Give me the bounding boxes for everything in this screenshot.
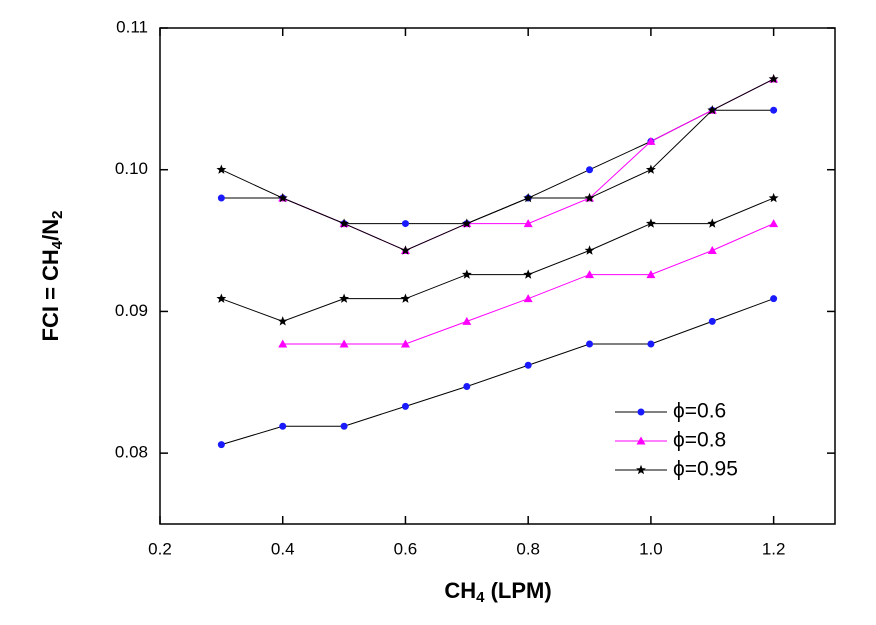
- point: [216, 293, 227, 303]
- y-label-sub: 2: [49, 211, 66, 219]
- point: [278, 339, 288, 348]
- point: [400, 245, 411, 255]
- y-axis-label: FCI = CH4/N2: [38, 211, 66, 342]
- point: [277, 192, 288, 203]
- legend-marker: [636, 436, 646, 445]
- point: [524, 361, 532, 369]
- point: [523, 269, 534, 279]
- x-label-part: (LPM): [484, 578, 551, 603]
- point: [461, 218, 472, 228]
- x-tick-label: 0.4: [271, 539, 295, 558]
- point: [400, 293, 411, 303]
- point: [584, 245, 595, 255]
- point: [708, 317, 716, 325]
- point: [768, 192, 779, 203]
- point: [339, 293, 350, 303]
- point: [768, 73, 779, 84]
- point: [769, 219, 779, 228]
- point: [707, 245, 717, 254]
- x-axis-label: CH4 (LPM): [444, 578, 551, 606]
- legend-label: ϕ=0.8: [673, 429, 726, 452]
- point: [463, 383, 471, 391]
- legend-label: ϕ=0.6: [673, 400, 726, 423]
- point: [645, 164, 656, 174]
- x-label-sub: 4: [476, 589, 485, 606]
- x-tick-label: 0.2: [148, 539, 172, 558]
- x-label-part: CH: [444, 578, 476, 603]
- y-tick-label: 0.11: [116, 17, 148, 36]
- point: [770, 106, 778, 114]
- legend-marker: [636, 464, 646, 475]
- point: [647, 340, 655, 348]
- plot-frame: [159, 27, 836, 525]
- point: [340, 422, 348, 430]
- point: [646, 136, 656, 145]
- point: [646, 270, 656, 279]
- point: [586, 340, 594, 348]
- point: [217, 194, 225, 202]
- point: [400, 339, 410, 348]
- x-tick-label: 0.8: [516, 539, 540, 558]
- point: [401, 220, 409, 228]
- legend-marker: [637, 408, 645, 416]
- series-line: [221, 78, 774, 252]
- legend-label: ϕ=0.95: [673, 458, 738, 481]
- series-line: [221, 197, 774, 322]
- y-tick-label: 0.09: [115, 301, 148, 320]
- y-label-part: FCI = CH: [38, 249, 63, 341]
- y-label-part: /N: [38, 219, 63, 241]
- point: [523, 294, 533, 303]
- point: [462, 316, 472, 325]
- y-tick-label: 0.10: [115, 159, 148, 178]
- point: [584, 192, 595, 203]
- point: [523, 192, 534, 203]
- point: [586, 166, 594, 174]
- point: [707, 104, 718, 115]
- point: [770, 295, 778, 303]
- point: [645, 218, 656, 228]
- y-tick-label: 0.08: [115, 443, 148, 462]
- x-tick-label: 1.0: [639, 539, 663, 558]
- point: [216, 164, 227, 174]
- point: [339, 218, 350, 228]
- point: [401, 402, 409, 410]
- point: [523, 219, 533, 228]
- point: [277, 316, 288, 326]
- point: [217, 441, 225, 449]
- y-label-sub: 4: [49, 240, 66, 249]
- point: [461, 269, 472, 279]
- point: [707, 218, 718, 228]
- series-line: [221, 298, 774, 446]
- point: [279, 422, 287, 430]
- point: [585, 270, 595, 279]
- x-tick-label: 0.6: [394, 539, 418, 558]
- point: [339, 339, 349, 348]
- x-tick-label: 1.2: [762, 539, 786, 558]
